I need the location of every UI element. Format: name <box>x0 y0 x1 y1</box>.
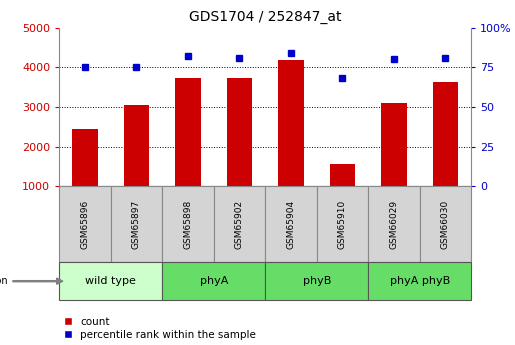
Text: phyB: phyB <box>302 276 331 286</box>
Bar <box>162 262 265 300</box>
Text: wild type: wild type <box>85 276 136 286</box>
Bar <box>72 129 98 186</box>
Bar <box>59 262 162 300</box>
Legend: count, percentile rank within the sample: count, percentile rank within the sample <box>64 317 256 340</box>
Bar <box>162 186 214 262</box>
Text: GSM65902: GSM65902 <box>235 200 244 249</box>
Bar <box>368 186 420 262</box>
Text: GSM66030: GSM66030 <box>441 200 450 249</box>
Text: phyA phyB: phyA phyB <box>390 276 450 286</box>
Text: GSM65898: GSM65898 <box>183 200 193 249</box>
Bar <box>175 78 201 186</box>
Bar <box>317 186 368 262</box>
Bar <box>433 82 458 186</box>
Bar <box>265 262 368 300</box>
Title: GDS1704 / 252847_at: GDS1704 / 252847_at <box>189 10 341 24</box>
Text: GSM66029: GSM66029 <box>389 200 399 249</box>
Bar <box>214 186 265 262</box>
Text: GSM65910: GSM65910 <box>338 200 347 249</box>
Text: GSM65897: GSM65897 <box>132 200 141 249</box>
Bar <box>330 164 355 186</box>
Bar <box>111 186 162 262</box>
Text: phyA: phyA <box>199 276 228 286</box>
Bar <box>227 78 252 186</box>
Bar <box>265 186 317 262</box>
Bar <box>278 60 304 186</box>
Text: genotype/variation: genotype/variation <box>0 276 8 286</box>
Bar <box>381 103 407 186</box>
Text: GSM65896: GSM65896 <box>80 200 90 249</box>
Text: GSM65904: GSM65904 <box>286 200 296 249</box>
Bar <box>124 105 149 186</box>
Bar <box>59 186 111 262</box>
Bar <box>420 186 471 262</box>
Bar <box>368 262 471 300</box>
